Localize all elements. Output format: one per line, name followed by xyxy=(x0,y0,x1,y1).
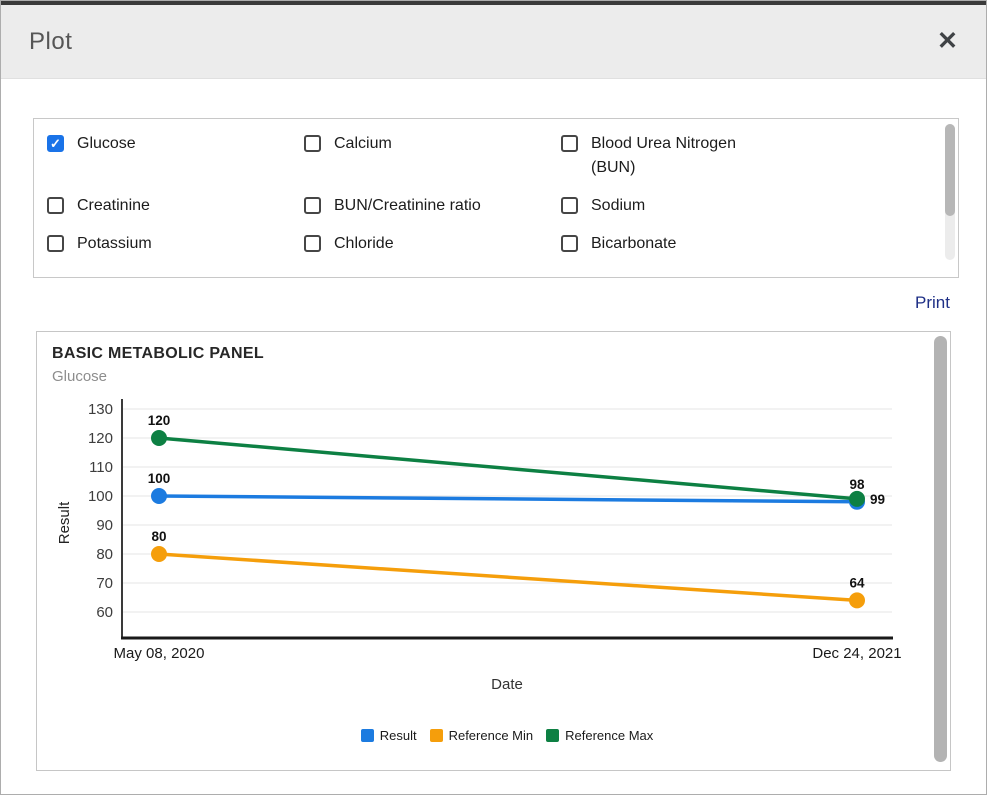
chloride-checkbox[interactable] xyxy=(304,235,321,252)
point-value-label: 100 xyxy=(148,471,171,486)
y-tick-label: 100 xyxy=(88,488,113,505)
checkbox-label: Calcium xyxy=(334,135,392,152)
series-line xyxy=(158,494,858,504)
modal-header: Plot ✕ xyxy=(1,5,986,79)
legend-item-result: Result xyxy=(360,728,417,743)
legend-label: Result xyxy=(379,728,417,743)
bun-creatinine-ratio-checkbox[interactable] xyxy=(304,197,321,214)
result-series-swatch xyxy=(360,729,374,742)
point-value-label: 98 xyxy=(849,477,865,492)
chart-subtitle: Glucose xyxy=(52,368,108,385)
line-chart: 130 120 110 100 90 80 70 60 100 98 80 64 120 99 May 08… xyxy=(56,399,902,693)
chart-panel: BASIC METABOLIC PANEL Glucose 130 120 110 1… xyxy=(36,331,951,771)
checkbox-item-bicarbonate[interactable]: Bicarbonate xyxy=(561,232,914,256)
data-point[interactable] xyxy=(151,546,167,562)
x-axis-title: Date xyxy=(491,676,523,693)
point-value-label: 64 xyxy=(849,575,865,590)
point-value-label: 120 xyxy=(148,413,171,428)
y-tick-label: 130 xyxy=(88,401,113,418)
checkbox-item-calcium[interactable]: Calcium xyxy=(304,132,561,156)
y-tick-label: 90 xyxy=(96,517,113,534)
checkbox-label: Chloride xyxy=(334,235,394,252)
x-tick-label: Dec 24, 2021 xyxy=(812,645,901,662)
bicarbonate-checkbox[interactable] xyxy=(561,235,578,252)
sodium-checkbox[interactable] xyxy=(561,197,578,214)
close-icon[interactable]: ✕ xyxy=(937,27,958,55)
series-line xyxy=(158,436,858,501)
checkbox-label: Bicarbonate xyxy=(591,235,677,252)
chart-title: BASIC METABOLIC PANEL xyxy=(52,345,264,362)
checkbox-item-bun-creatinine-ratio[interactable]: BUN/Creatinine ratio xyxy=(304,194,561,218)
print-link[interactable]: Print xyxy=(915,293,950,312)
checkbox-item-sodium[interactable]: Sodium xyxy=(561,194,914,218)
checkbox-label: Sodium xyxy=(591,197,646,214)
calcium-checkbox[interactable] xyxy=(304,135,321,152)
checkbox-label: Glucose xyxy=(77,135,136,152)
y-tick-label: 70 xyxy=(96,575,113,592)
legend-label: Reference Min xyxy=(448,728,534,743)
point-value-label: 99 xyxy=(870,492,885,507)
legend-item-reference-min: Reference Min xyxy=(429,728,534,743)
bun-checkbox[interactable] xyxy=(561,135,578,152)
checkbox-label: BUN/Creatinine ratio xyxy=(334,197,481,214)
series-line xyxy=(158,552,858,603)
y-tick-label: 110 xyxy=(89,459,113,476)
checkbox-item-creatinine[interactable]: Creatinine xyxy=(47,194,304,218)
y-tick-label: 60 xyxy=(96,604,113,621)
checkbox-grid: Glucose Calcium Blood Urea Nitrogen (BUN… xyxy=(47,132,914,256)
legend-item-reference-max: Reference Max xyxy=(546,728,653,743)
y-axis-title: Result xyxy=(56,501,73,544)
test-selector-panel: Glucose Calcium Blood Urea Nitrogen (BUN… xyxy=(33,118,959,278)
checkbox-item-bun[interactable]: Blood Urea Nitrogen (BUN) xyxy=(561,132,914,180)
y-tick-label: 80 xyxy=(96,546,113,563)
data-point[interactable] xyxy=(849,490,865,507)
legend-label: Reference Max xyxy=(565,728,654,743)
checkbox-panel-scrollbar-thumb[interactable] xyxy=(945,124,955,216)
checkbox-label: Creatinine xyxy=(77,197,150,214)
print-row: Print xyxy=(915,293,950,313)
chart-panel-scrollbar-thumb[interactable] xyxy=(934,336,947,762)
data-point[interactable] xyxy=(151,430,167,446)
checkbox-item-potassium[interactable]: Potassium xyxy=(47,232,304,256)
checkbox-item-glucose[interactable]: Glucose xyxy=(47,132,304,156)
y-tick-label: 120 xyxy=(88,430,113,447)
chart-legend: Result Reference Min Reference Max xyxy=(122,728,892,743)
window-top-edge xyxy=(1,1,986,5)
data-point[interactable] xyxy=(151,488,167,504)
checkbox-item-chloride[interactable]: Chloride xyxy=(304,232,561,256)
glucose-checkbox[interactable] xyxy=(47,135,64,152)
modal-title: Plot xyxy=(29,27,73,55)
potassium-checkbox[interactable] xyxy=(47,235,64,252)
data-point[interactable] xyxy=(849,592,865,609)
checkbox-label: Potassium xyxy=(77,235,152,252)
checkbox-label: Blood Urea Nitrogen (BUN) xyxy=(591,135,736,176)
point-value-label: 80 xyxy=(151,529,166,544)
reference-min-series-swatch xyxy=(429,729,443,742)
reference-max-series-swatch xyxy=(546,729,560,742)
x-tick-label: May 08, 2020 xyxy=(114,645,205,662)
creatinine-checkbox[interactable] xyxy=(47,197,64,214)
